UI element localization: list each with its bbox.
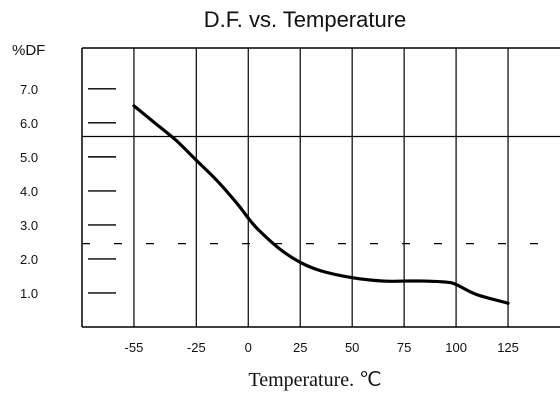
x-tick-label-1: -25: [187, 340, 206, 355]
y-tick-label-0: 7.0: [20, 82, 38, 97]
reference-lines: [82, 135, 560, 245]
x-axis-label: Temperature. ℃: [248, 369, 381, 391]
plot-frame: [81, 47, 560, 328]
x-tick-label-6: 100: [445, 340, 467, 355]
y-tick-label-5: 2.0: [20, 252, 38, 267]
y-tick-label-1: 6.0: [20, 116, 38, 131]
x-tick-label-0: -55: [125, 340, 144, 355]
x-tick-label-7: 125: [497, 340, 519, 355]
grid-lines: [88, 48, 509, 327]
y-tick-label-6: 1.0: [20, 286, 38, 301]
y-tick-label-4: 3.0: [20, 218, 38, 233]
y-tick-label-2: 5.0: [20, 150, 38, 165]
x-tick-labels: -55 -25 0 25 50 75 100 125: [125, 340, 519, 355]
y-axis-label: %DF: [12, 42, 45, 59]
x-tick-label-5: 75: [397, 340, 411, 355]
x-tick-label-4: 50: [345, 340, 359, 355]
chart-title: D.F. vs. Temperature: [204, 7, 407, 32]
series-layer: [132, 104, 510, 305]
y-tick-labels: 7.0 6.0 5.0 4.0 3.0 2.0 1.0: [20, 82, 38, 301]
x-tick-label-2: 0: [245, 340, 252, 355]
df-curve-line: [132, 104, 510, 305]
x-tick-label-3: 25: [293, 340, 307, 355]
y-tick-label-3: 4.0: [20, 184, 38, 199]
